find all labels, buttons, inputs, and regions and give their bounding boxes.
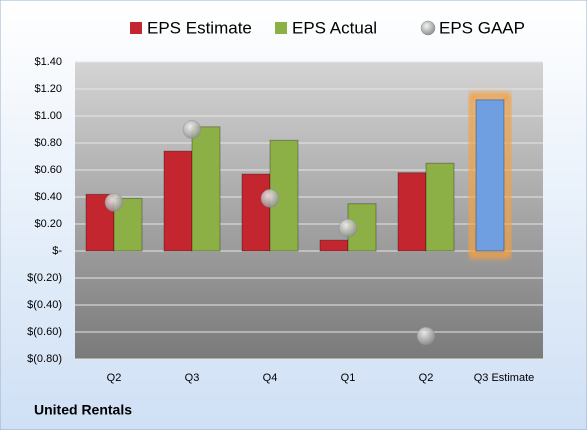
- bar: [425, 162, 455, 252]
- x-tick-label: Q3: [185, 372, 200, 384]
- y-tick-label: $1.20: [34, 83, 62, 95]
- legend-marker: [420, 20, 436, 36]
- legend-marker: [130, 22, 142, 34]
- highlight-glow: [469, 92, 511, 258]
- y-tick-label: $0.60: [34, 164, 62, 176]
- y-tick-label: $(0.40): [27, 299, 62, 311]
- x-tick-label: Q1: [341, 372, 356, 384]
- x-tick-label: Q4: [263, 372, 278, 384]
- bar: [163, 150, 193, 252]
- legend-marker: [275, 22, 287, 34]
- y-tick-label: $0.20: [34, 218, 62, 230]
- legend-label: EPS Estimate: [147, 18, 252, 37]
- x-tick-label: Q2: [419, 372, 434, 384]
- gaap-marker: [338, 218, 358, 238]
- y-tick-label: $1.00: [34, 110, 62, 122]
- bar: [397, 172, 427, 252]
- y-tick-label: $(0.20): [27, 272, 62, 284]
- gaap-marker: [416, 326, 436, 346]
- x-tick-label: Q2: [107, 372, 122, 384]
- gaap-marker: [104, 193, 124, 212]
- gaap-marker: [260, 189, 280, 208]
- bar: [241, 173, 271, 252]
- plot-area: [75, 62, 543, 359]
- legend-label: EPS GAAP: [439, 18, 525, 37]
- footer: United Rentals: [34, 402, 132, 418]
- x-tick-label: Q3 Estimate: [474, 372, 535, 384]
- y-tick-label: $0.40: [34, 191, 62, 203]
- y-tick-label: $-: [52, 245, 62, 257]
- bar: [475, 99, 505, 252]
- legend-label: EPS Actual: [292, 18, 377, 37]
- y-tick-label: $1.40: [34, 56, 62, 68]
- bar: [191, 126, 221, 252]
- y-tick-label: $(0.80): [27, 353, 62, 365]
- y-tick-label: $(0.60): [27, 326, 62, 338]
- y-tick-label: $0.80: [34, 137, 62, 149]
- gaap-marker: [182, 120, 202, 139]
- bar: [319, 239, 349, 252]
